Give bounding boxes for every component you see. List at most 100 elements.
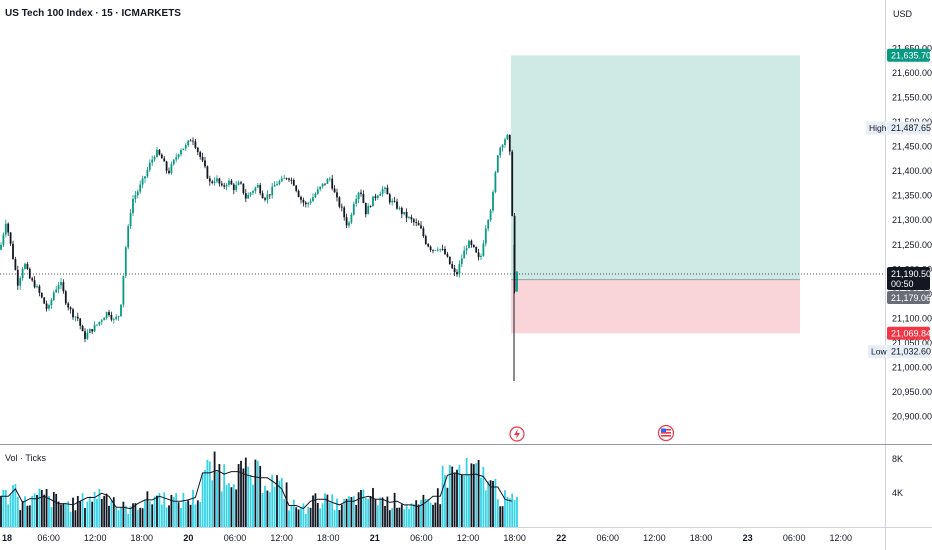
candle-body: [259, 185, 262, 194]
candle-body: [422, 228, 425, 237]
candle-body: [192, 140, 194, 142]
volume-bar: [144, 499, 146, 527]
candle-body: [350, 214, 353, 223]
candle-body: [453, 268, 456, 273]
chart-title[interactable]: US Tech 100 Index · 15 · ICMARKETS: [5, 8, 181, 19]
candle-body: [436, 249, 439, 251]
candle-body: [28, 268, 31, 279]
loss-zone[interactable]: [511, 279, 800, 334]
volume-bar: [470, 463, 473, 527]
candle-body: [7, 223, 10, 233]
time-tick-label: 18:00: [131, 533, 154, 543]
candle-body: [199, 151, 202, 157]
candle-body: [2, 234, 5, 245]
candle-body: [355, 198, 358, 204]
candle-body: [184, 145, 187, 149]
volume-bar: [206, 459, 209, 527]
volume-bar: [134, 503, 137, 527]
volume-bar: [345, 498, 348, 527]
price-tick-label: 21,100.00: [892, 313, 932, 323]
time-axis[interactable]: 18 06:00 12:00 18:00 20 06:00 12:00 18:00 21 06:0…: [2, 533, 852, 543]
volume-bar: [141, 508, 144, 527]
candle-body: [300, 196, 302, 200]
volume-bar: [309, 507, 312, 527]
volume-bar: [170, 494, 173, 527]
candle-body: [333, 188, 336, 193]
price-tick-label: 21,250.00: [892, 240, 932, 250]
candle-body: [475, 246, 478, 253]
candle-body: [381, 189, 384, 194]
volume-bar: [196, 500, 199, 527]
candle-body: [204, 160, 206, 167]
candle-body: [398, 207, 401, 209]
candle-body: [127, 226, 130, 248]
volume-bar: [355, 504, 358, 527]
volume-bar: [451, 466, 454, 527]
candle-body: [372, 196, 374, 207]
candle-body: [72, 309, 74, 318]
candle-body: [124, 247, 127, 276]
volume-bar: [216, 471, 218, 527]
volume-bar: [31, 495, 34, 527]
candle-body: [74, 316, 77, 318]
candle-body: [69, 307, 72, 310]
candle-body: [295, 185, 298, 191]
candle-body: [340, 206, 343, 208]
candle-body: [146, 169, 149, 177]
candle-body: [115, 316, 118, 320]
candle-body: [321, 183, 324, 187]
candle-body: [304, 202, 307, 205]
volume-bar: [14, 484, 17, 527]
volume-bar: [100, 498, 103, 527]
volume-bar: [204, 469, 206, 527]
volume-tick-4k: 4K: [892, 488, 903, 498]
candle-body: [160, 154, 163, 159]
currency-label[interactable]: USD: [893, 9, 913, 19]
candle-body: [230, 180, 233, 185]
volume-bar: [79, 501, 82, 527]
bar-countdown: 00:50: [891, 279, 914, 289]
volume-indicator-title[interactable]: Vol · Ticks: [5, 453, 47, 463]
candle-body: [276, 184, 278, 186]
volume-bar: [177, 502, 180, 527]
candle-body: [278, 181, 281, 185]
volume-bar: [427, 498, 430, 527]
price-axis[interactable]: 21,650.0021,600.0021,550.0021,500.0021,4…: [892, 43, 932, 421]
lightning-icon[interactable]: [509, 426, 525, 442]
volume-bar: [492, 481, 494, 527]
candle-body: [415, 222, 418, 224]
volume-bar: [24, 496, 26, 527]
candle-body: [439, 248, 442, 250]
volume-bar: [168, 505, 170, 527]
volume-bar: [122, 501, 125, 527]
volume-bar: [441, 465, 444, 527]
volume-bar: [40, 489, 43, 527]
candle-body: [482, 243, 485, 257]
us-flag-icon[interactable]: [657, 424, 675, 442]
price-tick-label: 21,550.00: [892, 92, 932, 102]
volume-bar: [338, 510, 341, 527]
time-tick-label: 12:00: [830, 533, 853, 543]
volume-bar: [420, 499, 422, 527]
volume-bar: [189, 504, 192, 527]
candle-body: [403, 211, 406, 215]
volume-bar: [415, 500, 418, 527]
candle-body: [331, 178, 334, 189]
volume-bar: [103, 495, 106, 527]
volume-bar: [268, 492, 271, 527]
volume-bar: [501, 506, 504, 527]
volume-bar: [261, 493, 264, 527]
volume-bar: [201, 473, 204, 527]
volume-bar: [446, 487, 449, 527]
candle-body: [19, 278, 22, 286]
volume-bar: [376, 505, 379, 527]
volume-bar: [386, 496, 389, 527]
volume-bar: [487, 481, 490, 527]
candle-body: [256, 185, 259, 188]
profit-zone[interactable]: [511, 55, 800, 280]
candle-body: [268, 194, 271, 196]
volume-bar: [156, 495, 158, 527]
volume-bar: [165, 507, 168, 527]
candle-body: [9, 232, 12, 244]
